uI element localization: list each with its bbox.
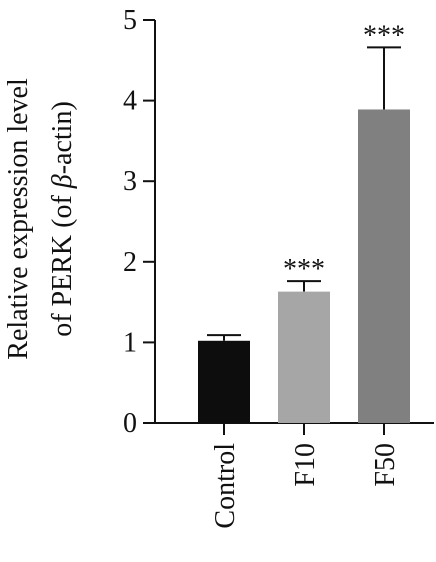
y-axis-label: Relative expression level of PERK (of β-… (3, 78, 78, 360)
x-tick-label: F50 (370, 443, 401, 487)
x-tick-label: Control (210, 443, 241, 529)
y-tick-label: 4 (123, 86, 137, 117)
significance-label: *** (363, 20, 405, 51)
y-axis-label-line-1: Relative expression level (3, 78, 34, 360)
y-axis-label-prefix: of PERK (of (47, 188, 78, 337)
y-tick-label: 0 (123, 408, 137, 439)
y-axis-label-line-2: of PERK (of β-actin) (47, 101, 78, 337)
bar (198, 340, 250, 423)
bar (358, 109, 410, 423)
y-axis-label-suffix: -actin) (47, 101, 78, 174)
y-tick-label: 5 (123, 5, 137, 36)
y-axis: 0 1 2 3 4 5 (123, 5, 156, 439)
significance-label: *** (283, 254, 325, 285)
y-tick-label: 1 (123, 327, 137, 358)
bars: *** *** (198, 20, 410, 423)
y-tick-label: 3 (123, 166, 137, 197)
y-axis-label-beta-symbol: β (47, 174, 78, 189)
y-tick-label: 2 (123, 247, 137, 278)
x-tick-label: F10 (290, 443, 321, 487)
x-axis: Control F10 F50 (155, 422, 434, 529)
bar (278, 291, 330, 423)
